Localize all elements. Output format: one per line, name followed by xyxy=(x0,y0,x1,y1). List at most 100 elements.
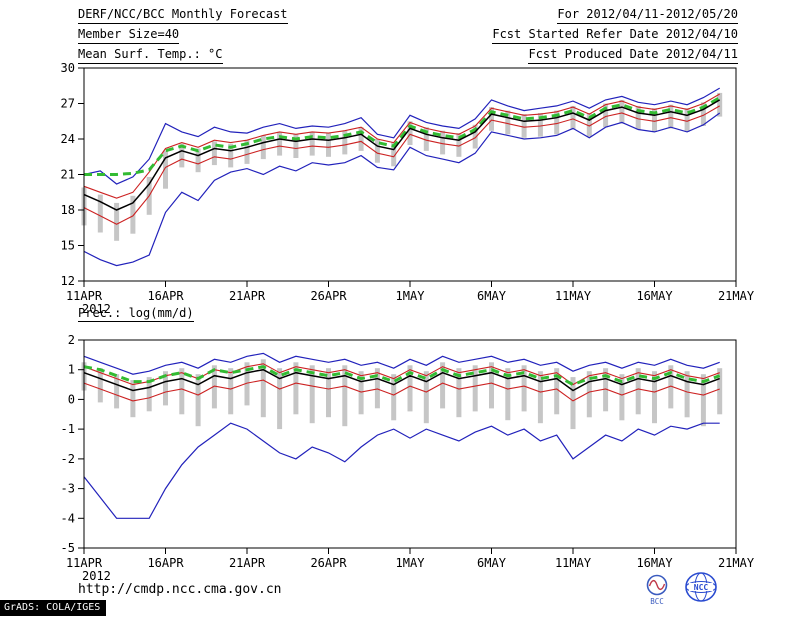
precip-spread-bar xyxy=(260,359,266,418)
temp-spread-bar xyxy=(456,133,462,157)
precip-panel-label: Prec.: log(mm/d) xyxy=(78,306,194,322)
temp-spread-bar xyxy=(114,202,120,241)
chart-title: DERF/NCC/BCC Monthly Forecast xyxy=(78,7,288,24)
precip-spread-bar xyxy=(521,365,527,412)
precip-xtick-label: 6MAY xyxy=(477,556,507,570)
temp-spread-bar xyxy=(293,134,299,158)
temp-spread-bar xyxy=(277,131,283,156)
precip-xtick-label: 26APR xyxy=(310,556,347,570)
precip-spread-bar xyxy=(652,371,657,424)
precip-spread-bar xyxy=(146,377,152,412)
temp-frame xyxy=(83,67,737,282)
temp-xtick-label: 1MAY xyxy=(396,289,426,303)
bcc-logo-swirl xyxy=(648,579,666,591)
temp-spread-bar xyxy=(684,108,690,132)
temp-ytick-label: 12 xyxy=(61,274,75,288)
forecast-range-label: For 2012/04/11-2012/05/20 xyxy=(557,7,738,24)
ncc-logo: NCC xyxy=(685,572,717,602)
temp-xtick-label: 16MAY xyxy=(636,289,673,303)
precip-spread-bar xyxy=(668,365,674,409)
precip-ytick-label: -2 xyxy=(61,452,75,466)
precip-spread-bar xyxy=(537,371,543,424)
temp-ytick-label: 15 xyxy=(61,239,75,253)
precip-spread-bar xyxy=(358,371,364,415)
temp-spread-bar xyxy=(228,143,234,168)
temp-spread-bar xyxy=(326,133,331,157)
precip-spread-bar xyxy=(277,368,283,430)
temp-spread-bar xyxy=(717,92,723,117)
precip-xtick-label: 21MAY xyxy=(718,556,755,570)
precip-spread-bar xyxy=(684,371,690,418)
temp-spread-bar xyxy=(619,99,625,124)
precip-xtick-label: 21APR xyxy=(229,556,266,570)
temp-xtick-label: 16APR xyxy=(147,289,184,303)
temp-spread-bar xyxy=(521,114,527,138)
temp-spread-bar xyxy=(700,102,706,126)
precip-spread-bar xyxy=(603,368,609,412)
temp-spread-bar xyxy=(554,110,560,135)
precip-xtick-label: 11APR xyxy=(66,556,103,570)
ncc-logo-label: NCC xyxy=(694,583,709,592)
temp-spread-bar xyxy=(652,108,657,132)
temp-spread-bar xyxy=(309,131,315,156)
precip-spread-bar xyxy=(472,365,478,412)
fcst-produced-label: Fcst Produced Date 2012/04/11 xyxy=(528,47,738,64)
precip-spread-bar xyxy=(211,365,217,409)
precip-year-label: 2012 xyxy=(82,569,111,583)
temp-spread-bar xyxy=(407,121,413,145)
temp-spread-bar xyxy=(505,110,511,135)
temp-spread-bar xyxy=(472,124,478,149)
temp-xtick-label: 21APR xyxy=(229,289,266,303)
precip-xtick-label: 1MAY xyxy=(396,556,426,570)
precip-spread-bar xyxy=(489,362,494,409)
series-mean_minus_spread xyxy=(83,105,720,225)
precip-spread-bar xyxy=(326,368,331,418)
member-size-label: Member Size=40 xyxy=(78,27,180,44)
temp-spread-bar xyxy=(163,150,168,189)
temp-xtick-label: 11APR xyxy=(66,289,103,303)
temp-spread-bar xyxy=(179,143,185,168)
temp-spread-bar xyxy=(489,107,494,131)
series-ensemble_min xyxy=(83,422,720,519)
precip-xtick-label: 16APR xyxy=(147,556,184,570)
precip-spread-bar xyxy=(407,365,413,412)
temp-spread-bar xyxy=(358,127,364,151)
temp-spread-bar xyxy=(586,113,592,137)
precip-spread-bar xyxy=(179,368,185,415)
series-ensemble_max xyxy=(83,352,720,375)
precip-spread-bar xyxy=(163,371,168,406)
precip-spread-bar xyxy=(244,362,250,406)
temp-xtick-label: 26APR xyxy=(310,289,347,303)
temp-spread-bar xyxy=(603,103,609,128)
temp-spread-bar xyxy=(423,127,429,151)
temp-ytick-label: 24 xyxy=(61,132,75,146)
precip-spread-bar xyxy=(114,374,120,409)
precip-spread-bar xyxy=(309,365,315,424)
precip-spread-bar xyxy=(423,371,429,424)
temp-xtick-label: 11MAY xyxy=(555,289,592,303)
series-ensemble_max xyxy=(83,87,721,185)
precip-spread-bar xyxy=(505,368,511,421)
precip-spread-bar xyxy=(97,368,103,403)
temp-spread-bar xyxy=(537,113,543,137)
precip-spread-bar xyxy=(130,380,136,418)
precip-spread-bar xyxy=(700,374,706,427)
ncc-logo-latitude xyxy=(685,581,717,593)
temp-spread-bar xyxy=(570,105,576,130)
precip-ytick-label: 1 xyxy=(68,363,75,377)
temp-year-label: 2012 xyxy=(82,302,111,316)
temp-ytick-label: 18 xyxy=(61,203,75,217)
bcc-logo-circle xyxy=(646,574,668,596)
precip-spread-bar xyxy=(619,374,625,421)
precip-ytick-label: -5 xyxy=(61,541,75,555)
precip-spread-bar xyxy=(195,374,201,427)
temp-spread-bar xyxy=(342,130,348,155)
precip-spread-bar xyxy=(293,362,299,415)
temp-ytick-label: 30 xyxy=(61,61,75,75)
precip-xtick-label: 11MAY xyxy=(555,556,592,570)
precip-ytick-label: 0 xyxy=(68,392,75,406)
temp-spread-bar xyxy=(391,142,397,167)
precip-spread-bar xyxy=(717,368,723,415)
